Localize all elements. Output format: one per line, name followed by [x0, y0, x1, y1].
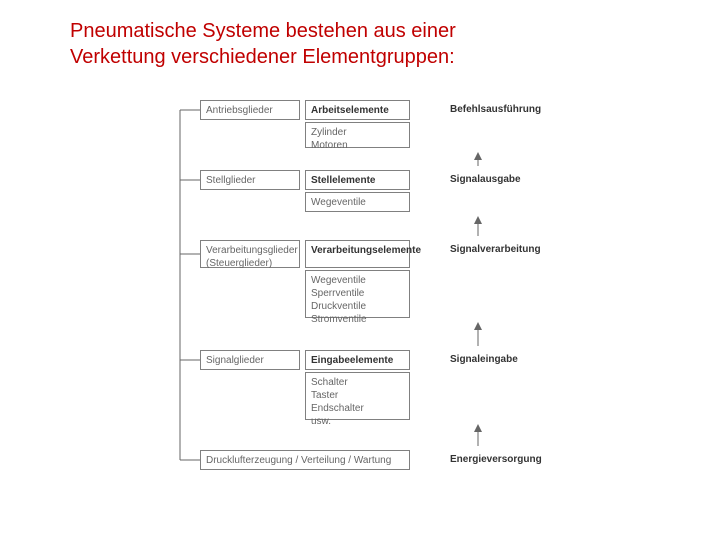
mid-box-2: Verarbeitungselemente — [305, 240, 410, 268]
page-title: Pneumatische Systeme bestehen aus einer … — [70, 18, 456, 70]
stage-label-3: Signaleingabe — [450, 354, 518, 365]
stage-label-1: Signalausgabe — [450, 174, 521, 185]
stage-label-2: Signalverarbeitung — [450, 244, 541, 255]
detail-box-0: Zylinder Motoren — [305, 122, 410, 148]
title-line-1: Pneumatische Systeme bestehen aus einer — [70, 20, 456, 42]
detail-box-2: Wegeventile Sperrventile Druckventile St… — [305, 270, 410, 318]
left-box-0: Antriebsglieder — [200, 100, 300, 120]
left-box-3: Signalglieder — [200, 350, 300, 370]
mid-box-3: Eingabeelemente — [305, 350, 410, 370]
mid-box-1: Stellelemente — [305, 170, 410, 190]
detail-box-1: Wegeventile — [305, 192, 410, 212]
bottom-box: Drucklufterzeugung / Verteilung / Wartun… — [200, 450, 410, 470]
diagram-container: AntriebsgliederArbeitselementeZylinder M… — [120, 90, 600, 530]
stage-label-0: Befehlsausführung — [450, 104, 541, 115]
title-line-2: Verkettung verschiedener Elementgruppen: — [70, 46, 455, 68]
detail-box-3: Schalter Taster Endschalter usw. — [305, 372, 410, 420]
left-box-2: Verarbeitungsglieder (Steuerglieder) — [200, 240, 300, 268]
left-box-1: Stellglieder — [200, 170, 300, 190]
stage-label-bottom: Energieversorgung — [450, 454, 542, 465]
mid-box-0: Arbeitselemente — [305, 100, 410, 120]
